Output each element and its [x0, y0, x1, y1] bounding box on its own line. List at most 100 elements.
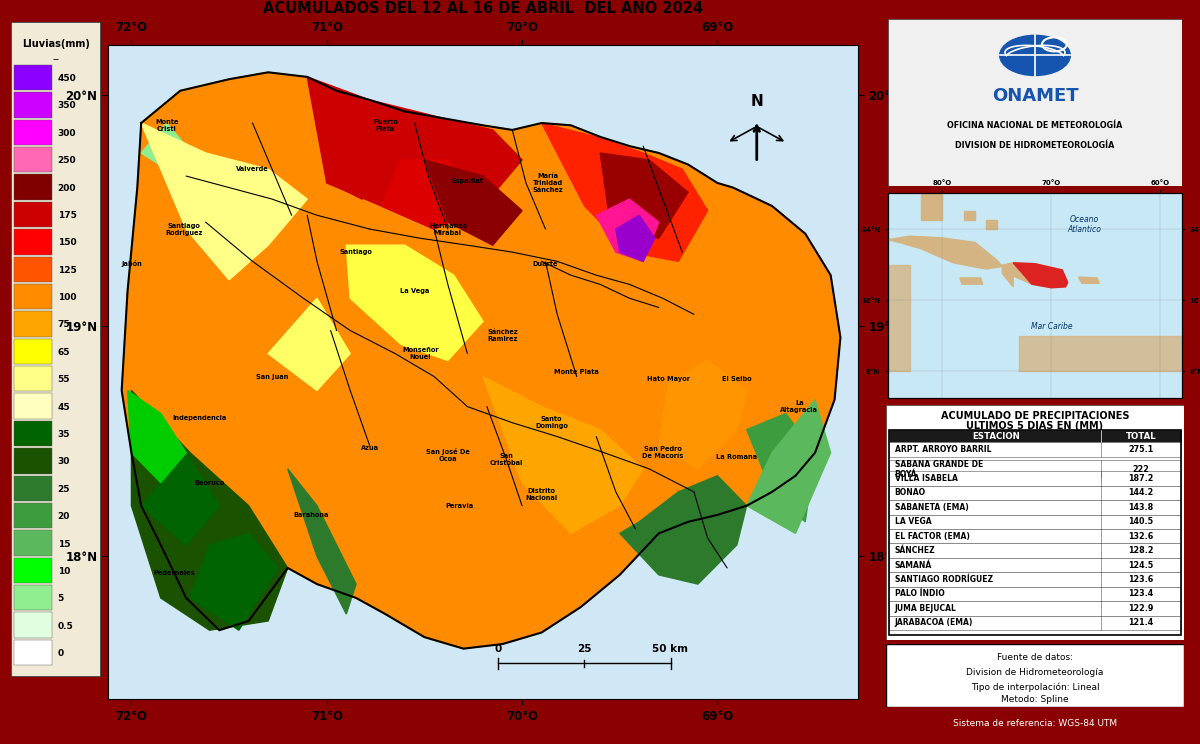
Bar: [14, 229, 52, 254]
Circle shape: [1000, 35, 1070, 76]
Polygon shape: [596, 199, 659, 261]
Text: El Seibo: El Seibo: [722, 376, 751, 382]
Bar: [14, 174, 52, 200]
Text: 150: 150: [58, 238, 77, 247]
Polygon shape: [920, 176, 942, 220]
Text: 300: 300: [58, 129, 76, 138]
Text: 35: 35: [58, 430, 70, 439]
Bar: [888, 601, 1182, 615]
Text: 15: 15: [58, 539, 70, 548]
Polygon shape: [541, 123, 708, 261]
Bar: [14, 120, 52, 145]
Polygon shape: [1002, 263, 1013, 287]
Text: SÁNCHEZ: SÁNCHEZ: [894, 546, 935, 555]
Text: 143.8: 143.8: [1128, 503, 1153, 512]
Polygon shape: [1013, 263, 1068, 288]
Polygon shape: [190, 533, 278, 630]
Text: Santo
Domingo: Santo Domingo: [535, 416, 568, 429]
Bar: [888, 543, 1182, 558]
Polygon shape: [1019, 336, 1182, 371]
Bar: [888, 471, 1182, 486]
Polygon shape: [1079, 277, 1099, 283]
Text: Metodo: Spline: Metodo: Spline: [1001, 696, 1069, 705]
Text: Fuente de datos:: Fuente de datos:: [997, 653, 1073, 662]
Bar: [14, 257, 52, 282]
Polygon shape: [1002, 263, 1068, 288]
Polygon shape: [425, 160, 522, 246]
Text: Hato Mayor: Hato Mayor: [647, 376, 690, 382]
Text: 450: 450: [58, 74, 77, 83]
Text: 275.1: 275.1: [1128, 445, 1153, 454]
Text: ARPT. ARROYO BARRIL: ARPT. ARROYO BARRIL: [894, 445, 991, 454]
Polygon shape: [142, 452, 220, 545]
Text: Santiago: Santiago: [340, 249, 372, 255]
Text: Duarte: Duarte: [533, 260, 558, 266]
Bar: [888, 443, 1182, 457]
Text: La
Altagracia: La Altagracia: [780, 400, 818, 413]
Text: Espaillat: Espaillat: [451, 178, 484, 184]
Text: 55: 55: [58, 375, 70, 384]
Polygon shape: [619, 475, 746, 584]
Bar: [14, 530, 52, 556]
Text: San Pedro
De Macorís: San Pedro De Macorís: [642, 446, 683, 459]
Text: Lluvias(mm): Lluvias(mm): [22, 39, 90, 48]
Bar: [888, 430, 1182, 635]
Bar: [888, 486, 1182, 500]
Text: 132.6: 132.6: [1128, 532, 1153, 541]
Bar: [14, 475, 52, 501]
Text: 222: 222: [1133, 465, 1150, 474]
Polygon shape: [888, 236, 1002, 269]
Bar: [14, 147, 52, 173]
Text: 5: 5: [58, 594, 64, 603]
Bar: [14, 421, 52, 446]
Text: N: N: [750, 94, 763, 109]
Text: San José De
Ocoa: San José De Ocoa: [426, 448, 469, 462]
Bar: [14, 311, 52, 337]
Text: SABANA GRANDE DE
BOYÁ: SABANA GRANDE DE BOYÁ: [894, 460, 983, 479]
Text: OFICINA NACIONAL DE METEOROLOGÍA: OFICINA NACIONAL DE METEOROLOGÍA: [947, 121, 1123, 130]
Text: Mar Caribe: Mar Caribe: [1031, 322, 1072, 331]
Polygon shape: [888, 265, 910, 371]
Polygon shape: [121, 72, 840, 649]
Text: San
Cristóbal: San Cristóbal: [490, 453, 523, 466]
Bar: [888, 558, 1182, 572]
Polygon shape: [746, 414, 815, 522]
Bar: [14, 202, 52, 227]
Text: SABANETA (EMA): SABANETA (EMA): [894, 503, 968, 512]
Bar: [14, 503, 52, 528]
Text: SANTIAGO RODRÍGUEZ: SANTIAGO RODRÍGUEZ: [894, 575, 992, 584]
Text: 0: 0: [494, 644, 502, 653]
Bar: [14, 366, 52, 391]
Bar: [888, 515, 1182, 529]
Text: Distrito
Nacional: Distrito Nacional: [526, 487, 558, 501]
Text: --: --: [53, 54, 59, 64]
Text: ONAMET: ONAMET: [991, 86, 1079, 105]
Text: JARABACOA (EMA): JARABACOA (EMA): [894, 618, 973, 627]
Polygon shape: [960, 278, 983, 284]
Bar: [888, 430, 1182, 443]
Polygon shape: [616, 215, 655, 261]
Polygon shape: [288, 469, 356, 614]
Text: 65: 65: [58, 348, 70, 357]
Text: SAMANÁ: SAMANÁ: [894, 561, 932, 570]
Text: 125: 125: [58, 266, 77, 275]
Text: EL FACTOR (EMA): EL FACTOR (EMA): [894, 532, 970, 541]
Bar: [14, 92, 52, 118]
Text: 187.2: 187.2: [1128, 474, 1153, 483]
Text: Monseñor
Nouel: Monseñor Nouel: [402, 347, 439, 360]
Text: Valverde: Valverde: [236, 166, 269, 172]
Text: 25: 25: [58, 485, 70, 494]
Text: 121.4: 121.4: [1128, 618, 1153, 627]
Text: 123.6: 123.6: [1128, 575, 1153, 584]
Text: 0.5: 0.5: [58, 622, 73, 631]
Text: 75: 75: [58, 321, 71, 330]
Text: ESTACION: ESTACION: [972, 432, 1020, 440]
Text: Azua: Azua: [361, 445, 379, 451]
Text: Independencia: Independencia: [173, 415, 227, 421]
Text: Oceano
Atlantico: Oceano Atlantico: [1067, 215, 1100, 234]
Text: 128.2: 128.2: [1128, 546, 1154, 555]
Text: 20: 20: [58, 512, 70, 521]
Text: Barahona: Barahona: [293, 512, 329, 518]
Text: Hermanas
Mirabal: Hermanas Mirabal: [428, 222, 467, 236]
Bar: [888, 461, 1182, 478]
